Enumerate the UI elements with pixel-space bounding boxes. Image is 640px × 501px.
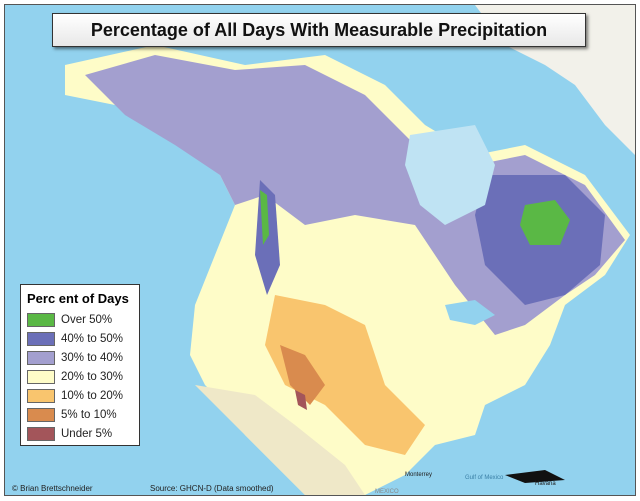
legend-item: 10% to 20% — [27, 386, 133, 405]
legend-swatch — [27, 312, 55, 327]
zone-under-5 — [295, 390, 307, 410]
legend-label: 20% to 30% — [61, 370, 124, 383]
map-title: Percentage of All Days With Measurable P… — [52, 13, 586, 47]
legend-item: Under 5% — [27, 424, 133, 443]
legend-swatch — [27, 369, 55, 384]
label-monterrey: Monterrey — [405, 472, 433, 478]
legend-item: 30% to 40% — [27, 348, 133, 367]
zone-10-20 — [265, 295, 425, 455]
legend: Perc ent of Days Over 50% 40% to 50% 30% t… — [20, 284, 140, 446]
hudson-bay — [405, 125, 495, 225]
legend-label: Over 50% — [61, 313, 113, 326]
legend-item: Over 50% — [27, 310, 133, 329]
source-text: Source: GHCN-D (Data smoothed) — [150, 484, 274, 493]
legend-label: 40% to 50% — [61, 332, 124, 345]
legend-item: 40% to 50% — [27, 329, 133, 348]
legend-swatch — [27, 331, 55, 346]
label-mexico: MEXICO — [375, 489, 399, 495]
legend-swatch — [27, 426, 55, 441]
legend-item: 5% to 10% — [27, 405, 133, 424]
legend-title: Perc ent of Days — [27, 291, 129, 306]
legend-swatch — [27, 388, 55, 403]
label-gulf-of-mexico: Gulf of Mexico — [465, 475, 504, 481]
credit-text: © Brian Brettschneider — [12, 484, 93, 493]
legend-label: 5% to 10% — [61, 408, 117, 421]
legend-label: 10% to 20% — [61, 389, 124, 402]
legend-item: 20% to 30% — [27, 367, 133, 386]
legend-label: 30% to 40% — [61, 351, 124, 364]
legend-label: Under 5% — [61, 427, 113, 440]
legend-swatch — [27, 350, 55, 365]
label-havana: Havana — [535, 481, 556, 487]
zone-over-50 — [520, 200, 570, 245]
legend-swatch — [27, 407, 55, 422]
zone-5-10 — [280, 345, 325, 405]
